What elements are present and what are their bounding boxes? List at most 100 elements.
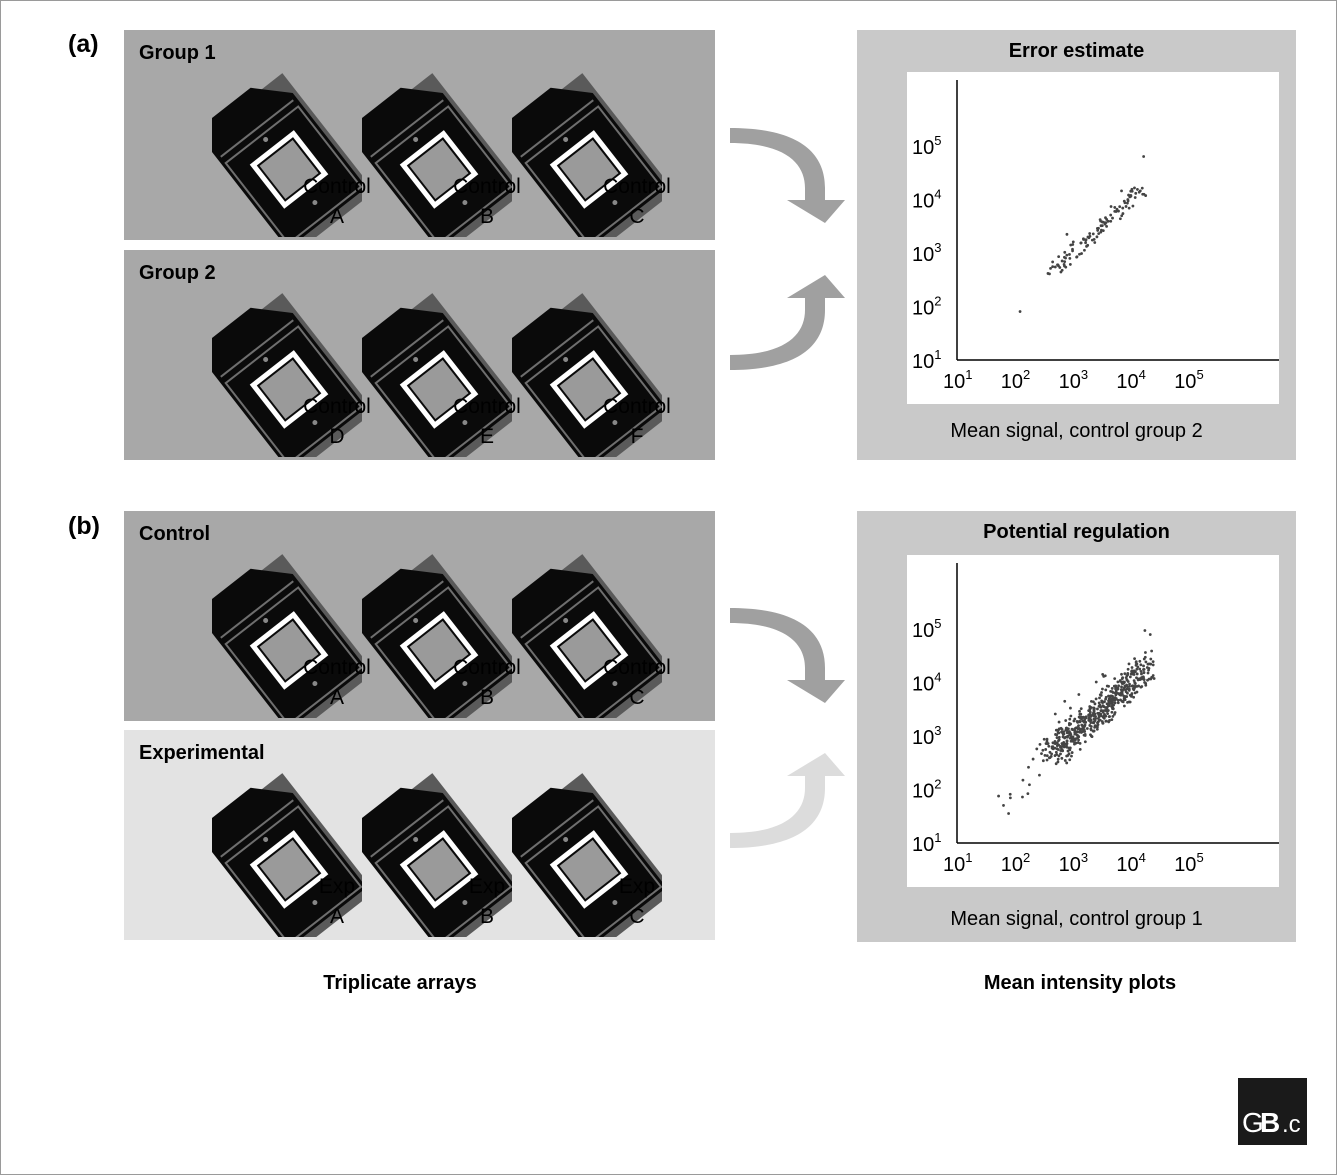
data-point	[1055, 733, 1059, 737]
data-point	[1054, 762, 1058, 766]
array-chip: Exp A	[212, 752, 362, 937]
data-point	[1096, 229, 1100, 232]
data-point	[1063, 250, 1067, 254]
data-point	[1068, 263, 1072, 266]
group1-title: Group 1	[139, 42, 216, 64]
array-chip-icon	[512, 554, 662, 718]
data-point	[1057, 264, 1060, 268]
data-point	[1149, 677, 1153, 681]
array-label: Exp B	[432, 872, 542, 932]
data-point	[1124, 690, 1128, 694]
data-point	[1095, 727, 1099, 731]
data-point	[1094, 724, 1098, 728]
data-point	[1151, 674, 1155, 677]
control-title: Control	[139, 523, 211, 545]
data-point	[1118, 217, 1122, 221]
data-point	[1064, 719, 1068, 722]
y-tick-label: 101	[912, 830, 941, 856]
data-point	[1146, 671, 1150, 675]
data-point	[1067, 721, 1071, 725]
array-label: Control B	[432, 172, 542, 232]
data-point	[1143, 629, 1147, 632]
data-point	[1139, 669, 1143, 673]
data-point	[1116, 701, 1120, 705]
data-point	[1050, 752, 1054, 756]
data-point	[1119, 679, 1122, 683]
data-point	[1053, 265, 1057, 269]
y-tick-base: 10	[912, 190, 934, 212]
array-label-letter: A	[329, 905, 344, 928]
data-point	[1136, 665, 1140, 669]
data-point	[1008, 796, 1012, 800]
array-label: Control D	[282, 392, 392, 452]
array-chip-icon	[212, 554, 362, 718]
data-point	[1100, 720, 1104, 723]
data-point	[1113, 677, 1117, 681]
data-point	[1109, 219, 1113, 223]
data-point	[1127, 193, 1130, 197]
data-point	[1099, 224, 1103, 228]
data-point	[1110, 710, 1114, 714]
data-point	[1106, 219, 1110, 223]
data-point	[1113, 711, 1117, 714]
arrow-control-to-plot	[730, 608, 845, 703]
data-point	[1021, 778, 1025, 782]
data-point	[1121, 212, 1125, 215]
data-point	[1151, 660, 1155, 664]
data-point	[1133, 657, 1136, 661]
data-point	[1111, 706, 1115, 710]
array-label: Control E	[432, 392, 542, 452]
data-point	[1103, 674, 1107, 678]
data-point	[1079, 241, 1083, 245]
data-point	[1085, 727, 1089, 730]
data-point	[1065, 232, 1069, 236]
y-tick-base: 10	[912, 727, 934, 749]
data-point	[1142, 155, 1146, 158]
x-tick-base: 10	[1001, 854, 1023, 876]
data-point	[1101, 701, 1105, 704]
data-point	[1102, 714, 1106, 718]
error-estimate-title: Error estimate	[1008, 40, 1145, 62]
x-tick-exponent: 3	[1081, 850, 1088, 865]
data-point	[1100, 709, 1104, 712]
data-point	[1146, 678, 1149, 682]
data-point	[1070, 754, 1073, 758]
array-label-type: Control	[603, 175, 671, 198]
control-panel: Control Control A Control B Control C	[124, 511, 715, 721]
y-tick-label: 101	[912, 347, 941, 373]
arrow-group2-to-plot	[730, 275, 845, 370]
data-point	[1105, 224, 1108, 228]
array-label-letter: B	[479, 905, 494, 928]
x-tick-exponent: 5	[1196, 367, 1203, 382]
data-point	[1073, 717, 1077, 721]
data-point	[1097, 713, 1101, 717]
data-point	[1079, 716, 1082, 720]
x-tick-label: 104	[1116, 850, 1145, 876]
data-point	[1078, 719, 1082, 723]
data-point	[1120, 189, 1123, 193]
data-point	[1093, 712, 1097, 716]
data-point	[1150, 649, 1154, 653]
data-point	[1107, 715, 1111, 719]
data-point	[1060, 749, 1064, 753]
data-point	[1080, 252, 1083, 255]
array-label: Control A	[282, 653, 392, 713]
array-label-letter: A	[329, 686, 344, 709]
data-point	[1113, 209, 1117, 213]
data-point	[1069, 706, 1072, 710]
array-label: Control C	[582, 653, 692, 713]
data-point	[1062, 255, 1066, 259]
data-point	[1078, 709, 1081, 713]
y-tick-exponent: 2	[934, 776, 941, 791]
y-tick-label: 102	[912, 293, 941, 319]
data-point	[1124, 205, 1128, 208]
array-label: Exp A	[282, 872, 392, 932]
data-point	[1137, 684, 1140, 688]
data-point	[1109, 689, 1113, 693]
data-point	[1063, 699, 1067, 703]
data-point	[1105, 702, 1109, 706]
data-point	[1116, 680, 1120, 684]
data-point	[1055, 741, 1059, 745]
